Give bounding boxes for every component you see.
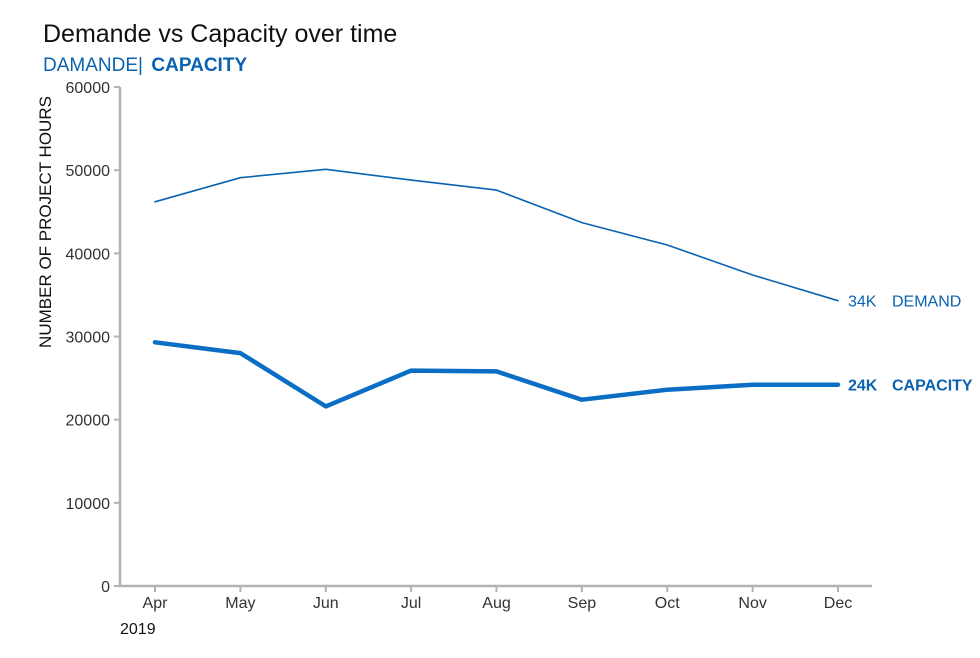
series-lines (152, 168, 841, 409)
y-axis-label: NUMBER OF PROJECT HOURS (36, 96, 55, 348)
x-tick-label: Dec (824, 595, 852, 612)
x-tick-label: Sep (568, 595, 597, 612)
end-name-label-demand: DEMAND (892, 294, 961, 311)
series-line-demand (154, 168, 839, 302)
y-tick-label: 30000 (66, 330, 111, 347)
x-tick-label: May (225, 595, 255, 612)
y-tick-label: 40000 (66, 246, 111, 263)
y-tick-label: 20000 (66, 413, 111, 430)
axes (118, 87, 872, 588)
y-tick-label: 0 (101, 579, 110, 596)
end-labels: 34K DEMAND 24K CAPACITY (848, 294, 973, 395)
y-tick-label: 10000 (66, 496, 111, 513)
subtitle-demand: DAMANDE| (43, 55, 143, 76)
chart-title: Demande vs Capacity over time (43, 20, 397, 48)
x-tick-label: Apr (143, 595, 169, 612)
y-tick-label: 50000 (66, 163, 111, 180)
subtitle-capacity: CAPACITY (151, 55, 247, 76)
end-value-label-demand: 34K (848, 294, 877, 311)
y-tick-labels: 0 10000 20000 30000 40000 50000 60000 (66, 80, 120, 596)
series-line-capacity (152, 340, 841, 409)
end-name-label-capacity: CAPACITY (892, 378, 973, 395)
chart-subtitle: DAMANDE| CAPACITY (43, 55, 247, 76)
x-tick-label: Jul (401, 595, 421, 612)
x-tick-label: Aug (482, 595, 510, 612)
end-value-label-capacity: 24K (848, 378, 878, 395)
x-tick-label: Oct (655, 595, 680, 612)
y-tick-label: 60000 (66, 80, 111, 97)
x-tick-label: Jun (313, 595, 339, 612)
x-tick-labels: Apr May Jun Jul Aug Sep Oct Nov Dec (143, 586, 852, 612)
x-tick-label: Nov (738, 595, 766, 612)
year-label: 2019 (120, 621, 156, 638)
